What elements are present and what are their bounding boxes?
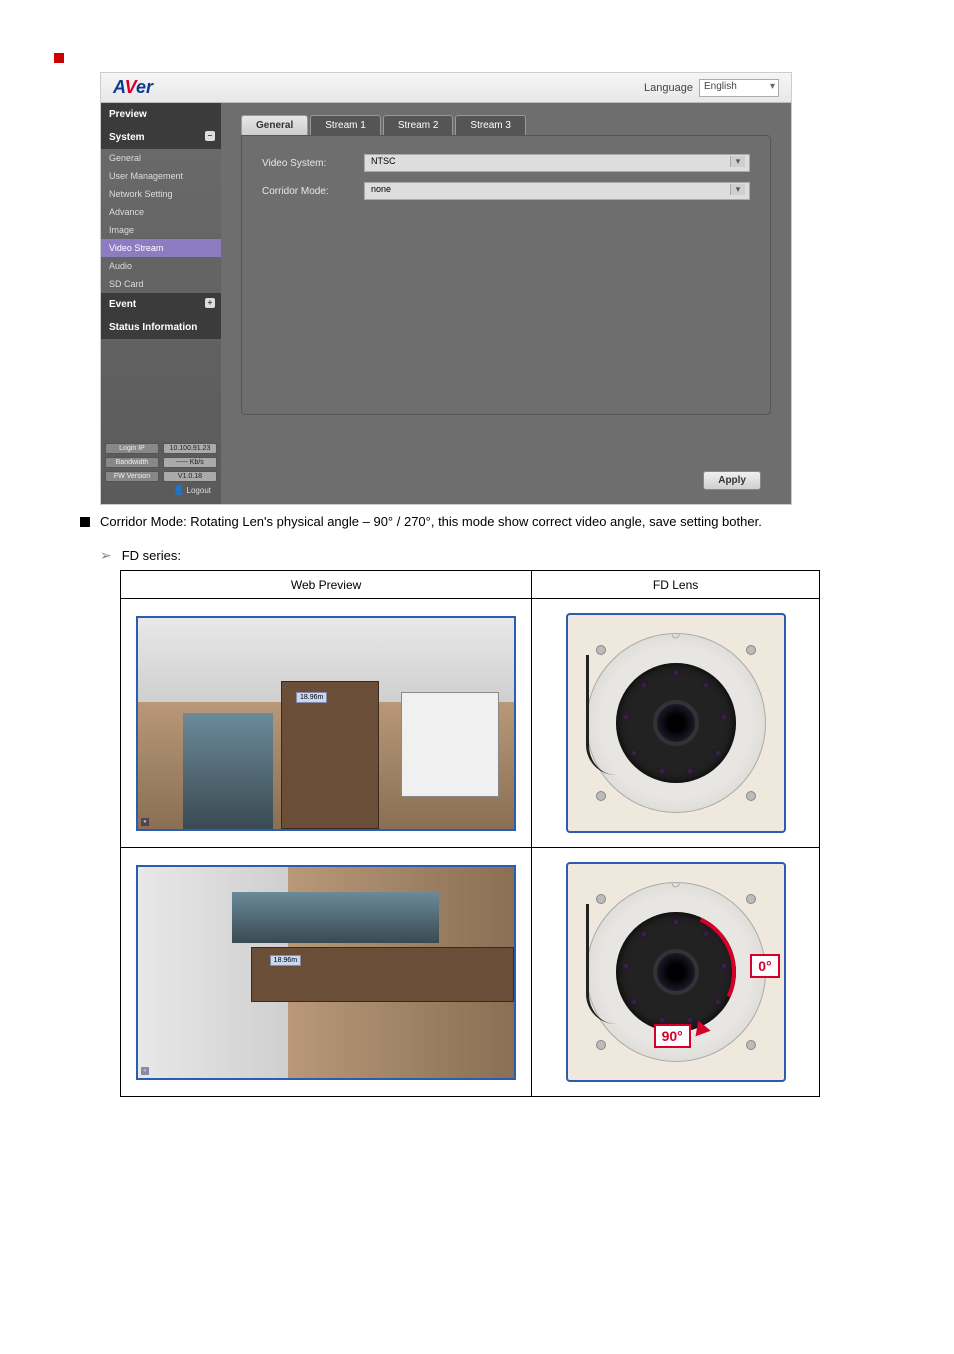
- measurement-label: 18.96m: [296, 692, 327, 703]
- bandwidth-value: ----- Kb/s: [163, 457, 217, 468]
- sidebar-item-user-management[interactable]: User Management: [101, 167, 221, 185]
- logout-link[interactable]: 👤 Logout: [105, 485, 217, 496]
- sidebar-footer: Login IP 10.100.91.23 Bandwidth ----- Kb…: [101, 439, 221, 504]
- brand-logo: AVer: [113, 77, 153, 98]
- bandwidth-label: Bandwidth: [105, 457, 159, 468]
- language-select[interactable]: English: [699, 79, 779, 97]
- bullet-black-icon: [80, 517, 90, 527]
- settings-panel: Video System: NTSC Corridor Mode: none: [241, 135, 771, 415]
- sidebar-item-general[interactable]: General: [101, 149, 221, 167]
- bullet-red-icon: [54, 53, 64, 63]
- timestamp-overlay: ●: [141, 1067, 149, 1075]
- nav-system[interactable]: System –: [101, 126, 221, 149]
- lens-rotated-image: ◡ 0° 90°: [566, 862, 786, 1082]
- fw-value: V1.0.18: [163, 471, 217, 482]
- expand-icon: +: [205, 298, 215, 308]
- collapse-icon: –: [205, 131, 215, 141]
- tab-stream1[interactable]: Stream 1: [310, 115, 381, 135]
- notch-icon: ◡: [671, 878, 680, 889]
- corridor-mode-description: Corridor Mode: Rotating Len's physical a…: [80, 513, 894, 531]
- sidebar: Preview System – General User Management…: [101, 103, 221, 504]
- login-ip-label: Login IP: [105, 443, 159, 454]
- timestamp-overlay: ●: [141, 818, 149, 826]
- lens-normal-image: ◡: [566, 613, 786, 833]
- preview-rotated-image: 18.96m ●: [136, 865, 516, 1080]
- sidebar-item-sd-card[interactable]: SD Card: [101, 275, 221, 293]
- tab-stream2[interactable]: Stream 2: [383, 115, 454, 135]
- table-header-lens: FD Lens: [532, 571, 820, 599]
- table-row: ◡: [532, 599, 820, 848]
- tab-bar: General Stream 1 Stream 2 Stream 3: [241, 115, 771, 135]
- nav-event[interactable]: Event +: [101, 293, 221, 316]
- sidebar-item-network-setting[interactable]: Network Setting: [101, 185, 221, 203]
- preview-normal-image: 18.96m ●: [136, 616, 516, 831]
- table-row: 18.96m ●: [121, 599, 532, 848]
- ninety-degree-badge: 90°: [654, 1024, 691, 1048]
- zero-degree-badge: 0°: [750, 954, 779, 978]
- content-area: General Stream 1 Stream 2 Stream 3 Video…: [221, 103, 791, 504]
- table-row: 18.96m ●: [121, 848, 532, 1097]
- login-ip-value: 10.100.91.23: [163, 443, 217, 454]
- nav-status[interactable]: Status Information: [101, 316, 221, 339]
- video-system-select[interactable]: NTSC: [364, 154, 750, 172]
- apply-button[interactable]: Apply: [703, 471, 761, 490]
- fw-label: FW Version: [105, 471, 159, 482]
- corridor-mode-select[interactable]: none: [364, 182, 750, 200]
- corridor-mode-label: Corridor Mode:: [262, 186, 352, 197]
- language-label: Language: [644, 82, 693, 94]
- notch-icon: ◡: [671, 629, 680, 640]
- tab-stream3[interactable]: Stream 3: [455, 115, 526, 135]
- measurement-label: 18.96m: [270, 955, 301, 966]
- table-row: ◡ 0° 90°: [532, 848, 820, 1097]
- app-window: AVer Language English Preview System – G…: [100, 72, 792, 505]
- nav-preview[interactable]: Preview: [101, 103, 221, 126]
- sidebar-item-advance[interactable]: Advance: [101, 203, 221, 221]
- sidebar-item-audio[interactable]: Audio: [101, 257, 221, 275]
- sidebar-item-video-stream[interactable]: Video Stream: [101, 239, 221, 257]
- comparison-table: Web Preview FD Lens 18.96m ●: [120, 570, 820, 1097]
- video-system-label: Video System:: [262, 158, 352, 169]
- app-header: AVer Language English: [101, 73, 791, 103]
- table-header-preview: Web Preview: [121, 571, 532, 599]
- language-value: English: [704, 81, 737, 92]
- arrow-bullet-icon: ➢: [100, 547, 112, 564]
- sidebar-item-image[interactable]: Image: [101, 221, 221, 239]
- fd-series-label: ➢ FD series:: [100, 547, 894, 564]
- tab-general[interactable]: General: [241, 115, 308, 135]
